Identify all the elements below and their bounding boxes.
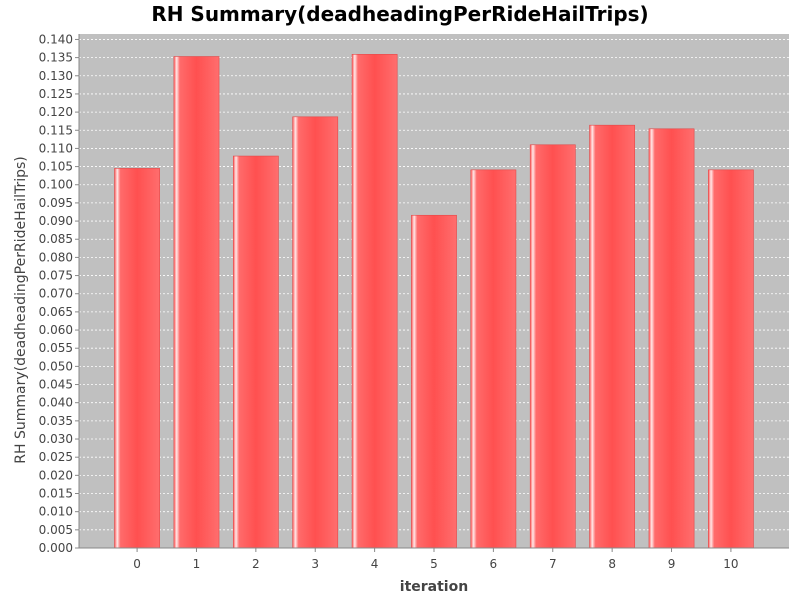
bar bbox=[411, 214, 457, 549]
y-tick-label: 0.005 bbox=[39, 523, 73, 537]
y-tick-label: 0.050 bbox=[39, 359, 73, 373]
y-tick-label: 0.010 bbox=[39, 505, 73, 519]
bar bbox=[708, 169, 754, 549]
x-tick-label: 6 bbox=[490, 557, 498, 571]
bar bbox=[114, 168, 160, 549]
y-tick-label: 0.100 bbox=[39, 178, 73, 192]
x-tick-label: 9 bbox=[668, 557, 676, 571]
x-tick-label: 1 bbox=[193, 557, 201, 571]
y-tick-label: 0.030 bbox=[39, 432, 73, 446]
bar bbox=[529, 144, 576, 549]
y-tick-label: 0.110 bbox=[39, 141, 73, 155]
x-tick-label: 3 bbox=[311, 557, 319, 571]
y-tick-label: 0.080 bbox=[39, 250, 73, 264]
bar bbox=[589, 124, 636, 549]
bar bbox=[470, 169, 517, 549]
chart-title: RH Summary(deadheadingPerRideHailTrips) bbox=[151, 2, 648, 26]
y-tick-label: 0.075 bbox=[39, 269, 73, 283]
x-tick-label: 0 bbox=[133, 557, 141, 571]
y-tick-label: 0.105 bbox=[39, 160, 73, 174]
bar bbox=[173, 56, 220, 549]
x-tick-label: 4 bbox=[371, 557, 379, 571]
y-tick-label: 0.095 bbox=[39, 196, 73, 210]
y-axis-label: RH Summary(deadheadingPerRideHailTrips) bbox=[13, 156, 29, 464]
bar bbox=[292, 116, 339, 549]
x-tick-label: 7 bbox=[549, 557, 557, 571]
y-tick-label: 0.135 bbox=[39, 51, 73, 65]
y-tick-label: 0.035 bbox=[39, 414, 73, 428]
y-tick-label: 0.060 bbox=[39, 323, 73, 337]
y-tick-label: 0.115 bbox=[39, 123, 73, 137]
y-tick-label: 0.025 bbox=[39, 450, 73, 464]
y-tick-label: 0.000 bbox=[39, 541, 73, 555]
y-tick-label: 0.125 bbox=[39, 87, 73, 101]
bar bbox=[351, 54, 398, 549]
x-axis-label: iteration bbox=[400, 579, 468, 595]
y-tick-label: 0.070 bbox=[39, 287, 73, 301]
bar bbox=[232, 155, 279, 549]
y-tick-label: 0.040 bbox=[39, 396, 73, 410]
y-tick-label: 0.130 bbox=[39, 69, 73, 83]
x-tick-label: 10 bbox=[723, 557, 738, 571]
bars bbox=[114, 54, 754, 549]
y-tick-label: 0.020 bbox=[39, 468, 73, 482]
y-tick-label: 0.065 bbox=[39, 305, 73, 319]
y-tick-label: 0.045 bbox=[39, 378, 73, 392]
y-tick-label: 0.140 bbox=[39, 32, 73, 46]
y-tick-label: 0.120 bbox=[39, 105, 73, 119]
x-tick-label: 2 bbox=[252, 557, 260, 571]
y-tick-label: 0.085 bbox=[39, 232, 73, 246]
x-axis: 0 1 2 3 4 5 6 7 8 9 10 bbox=[79, 547, 789, 571]
y-tick-label: 0.055 bbox=[39, 341, 73, 355]
x-tick-label: 8 bbox=[608, 557, 616, 571]
x-tick-label: 5 bbox=[430, 557, 438, 571]
y-tick-label: 0.015 bbox=[39, 487, 73, 501]
y-tick-label: 0.090 bbox=[39, 214, 73, 228]
bar bbox=[648, 128, 695, 549]
y-axis: 0.000 0.005 0.010 0.015 0.020 0.025 0.030 0.035… bbox=[39, 32, 80, 555]
